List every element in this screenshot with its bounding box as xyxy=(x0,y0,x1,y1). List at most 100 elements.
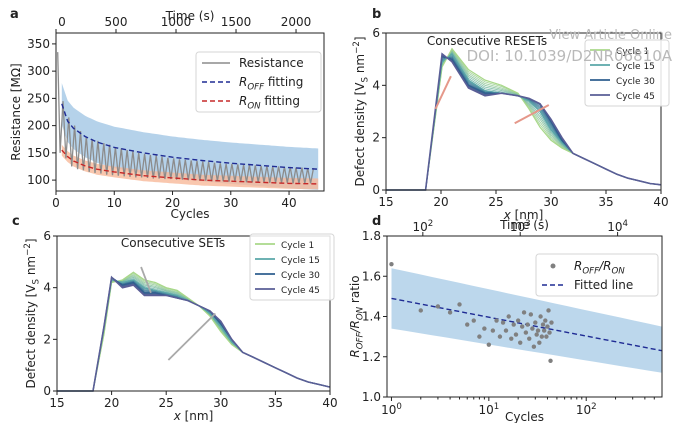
ratio-point xyxy=(465,322,470,327)
ratio-point xyxy=(549,320,554,325)
ratio-point xyxy=(519,324,525,329)
legend-roff-label: ROFF fitting xyxy=(239,75,303,93)
panel-b-xtick-label: 40 xyxy=(653,195,668,209)
panel-d-xtick-label: 101 xyxy=(478,402,499,417)
panel-b-legend-label-3: Cycle 30 xyxy=(616,77,655,87)
panel-d-letter: d xyxy=(372,214,381,229)
panel-d-xlabel: Cycles xyxy=(505,410,544,423)
ratio-point xyxy=(530,326,535,331)
panel-c-series-4 xyxy=(57,275,331,392)
panel-c-title: Consecutive SETs xyxy=(121,236,225,250)
ratio-point xyxy=(545,324,550,329)
ratio-point xyxy=(482,326,487,331)
ratio-point xyxy=(518,340,523,345)
panel-c-ytick-label: 0 xyxy=(43,384,51,398)
panel-a-legend xyxy=(195,51,322,113)
watermark: View Article Online DOI: 10.1039/D2NR068… xyxy=(467,26,672,66)
ratio-point xyxy=(457,302,462,307)
ratio-point xyxy=(548,358,553,363)
ratio-point xyxy=(531,344,537,349)
panel-b-legend xyxy=(584,39,670,107)
panel-d-xtick-label: 102 xyxy=(576,402,597,417)
panel-a-top-axis-label: Time (s) xyxy=(165,9,215,23)
panel-b-xtick-label: 25 xyxy=(488,195,503,209)
panel-d-top-tick-label: 103 xyxy=(510,219,531,234)
roff-fit-line xyxy=(61,103,319,170)
watermark-line-1: View Article Online xyxy=(549,28,672,43)
ratio-point xyxy=(435,304,441,309)
panel-b-xtick-label: 35 xyxy=(598,195,613,209)
panel-a-top-tick-label: 1000 xyxy=(161,15,192,29)
panel-b-legend-label-1: Cycle 1 xyxy=(616,47,649,57)
panel-b-legend-label-4: Cycle 45 xyxy=(616,92,655,102)
panel-a-ytick-label: 150 xyxy=(27,146,50,160)
ratio-point xyxy=(528,312,534,317)
ratio-point xyxy=(544,334,549,339)
panel-a-xlabel: Cycles xyxy=(170,207,209,221)
panel-b-title: Consecutive RESETs xyxy=(427,34,547,48)
panel-c-xtick-label: 20 xyxy=(104,396,119,410)
panel-a-ytick-label: 350 xyxy=(27,37,50,51)
panel-b: b 15 20 25 30 35 40 0 2 4 6 Consecutive RESETs x [nm… xyxy=(352,7,670,222)
panel-c-legend xyxy=(249,233,335,301)
panel-a-ytick-label: 200 xyxy=(27,119,50,133)
ron-fit-line xyxy=(61,149,319,185)
panel-c-legend-label-4: Cycle 45 xyxy=(281,286,320,296)
ratio-point xyxy=(527,336,532,341)
panel-b-xtick-label: 20 xyxy=(433,195,448,209)
panel-c-legend-label-2: Cycle 15 xyxy=(281,256,320,266)
ratio-point xyxy=(490,328,496,333)
panel-b-xlabel: x [nm] xyxy=(503,208,544,222)
ratio-point xyxy=(486,342,492,347)
panel-b-xtick-label: 30 xyxy=(543,195,558,209)
panel-b-ytick-label: 2 xyxy=(372,131,380,145)
ratio-point xyxy=(521,310,527,315)
panel-c-xtick-label: 25 xyxy=(159,396,174,410)
legend-ron-label: RON fitting xyxy=(239,94,300,112)
panel-d-legend xyxy=(535,253,659,297)
ratio-point xyxy=(500,320,506,325)
panel-c-xtick-label: 35 xyxy=(268,396,283,410)
panel-b-letter: b xyxy=(372,7,381,22)
ratio-point xyxy=(535,328,541,333)
panel-b-ylabel: Defect density [VS nm−2] xyxy=(352,36,370,186)
panel-d-ytick-label: 1.4 xyxy=(362,310,381,324)
panel-a-frame xyxy=(55,32,325,192)
ratio-point xyxy=(538,314,543,319)
panel-c: c 15 20 25 30 35 40 0 2 4 6 Consecutive SETs x [nm] D… xyxy=(12,214,338,423)
panel-a-ytick-label: 100 xyxy=(27,173,50,187)
panel-b-xtick-label: 15 xyxy=(378,195,393,209)
panel-c-frame xyxy=(56,235,331,392)
panel-d-top-axis-label: Time (s) xyxy=(499,218,549,232)
panel-d: d 100 101 102 1.0 1.2 1.4 1.6 1.8 102 103 104 Time (… xyxy=(348,214,663,423)
ratio-point xyxy=(389,261,394,267)
ron-band xyxy=(61,144,319,190)
ratio-point xyxy=(477,334,482,339)
panel-c-xlabel: x [nm] xyxy=(173,409,214,423)
ratio-point xyxy=(494,318,499,323)
panel-a-letter: a xyxy=(10,7,19,22)
ratio-point xyxy=(511,322,516,327)
panel-a-ytick-label: 250 xyxy=(27,91,50,105)
panel-a: a 0 10 20 30 40 100 150 200 250 300 350 0 500 1000 1500… xyxy=(9,7,325,221)
panel-d-ylabel: ROFF/RON ratio xyxy=(348,275,366,357)
legend-resistance-label: Resistance xyxy=(239,56,304,70)
panel-b-slope-guide-right xyxy=(514,104,550,125)
panel-a-xtick-label: 0 xyxy=(52,196,60,210)
panel-a-xtick-label: 20 xyxy=(165,196,180,210)
panel-a-top-tick-label: 0 xyxy=(58,15,66,29)
watermark-line-2: DOI: 10.1039/D2NR06810A xyxy=(466,47,672,65)
ratio-point xyxy=(547,330,552,335)
panel-a-ytick-label: 300 xyxy=(27,64,50,78)
panel-d-ytick-label: 1.8 xyxy=(362,229,381,243)
ratio-point xyxy=(506,314,511,319)
panel-d-top-tick-label: 102 xyxy=(412,219,433,234)
panel-c-ytick-label: 2 xyxy=(43,332,51,346)
ratio-point xyxy=(539,334,545,339)
ratio-point xyxy=(540,322,546,327)
ratio-point xyxy=(497,334,503,339)
panel-a-ylabel: Resistance [MΩ] xyxy=(9,63,23,160)
ratio-point xyxy=(533,320,538,325)
panel-a-top-tick-label: 2000 xyxy=(281,15,312,29)
